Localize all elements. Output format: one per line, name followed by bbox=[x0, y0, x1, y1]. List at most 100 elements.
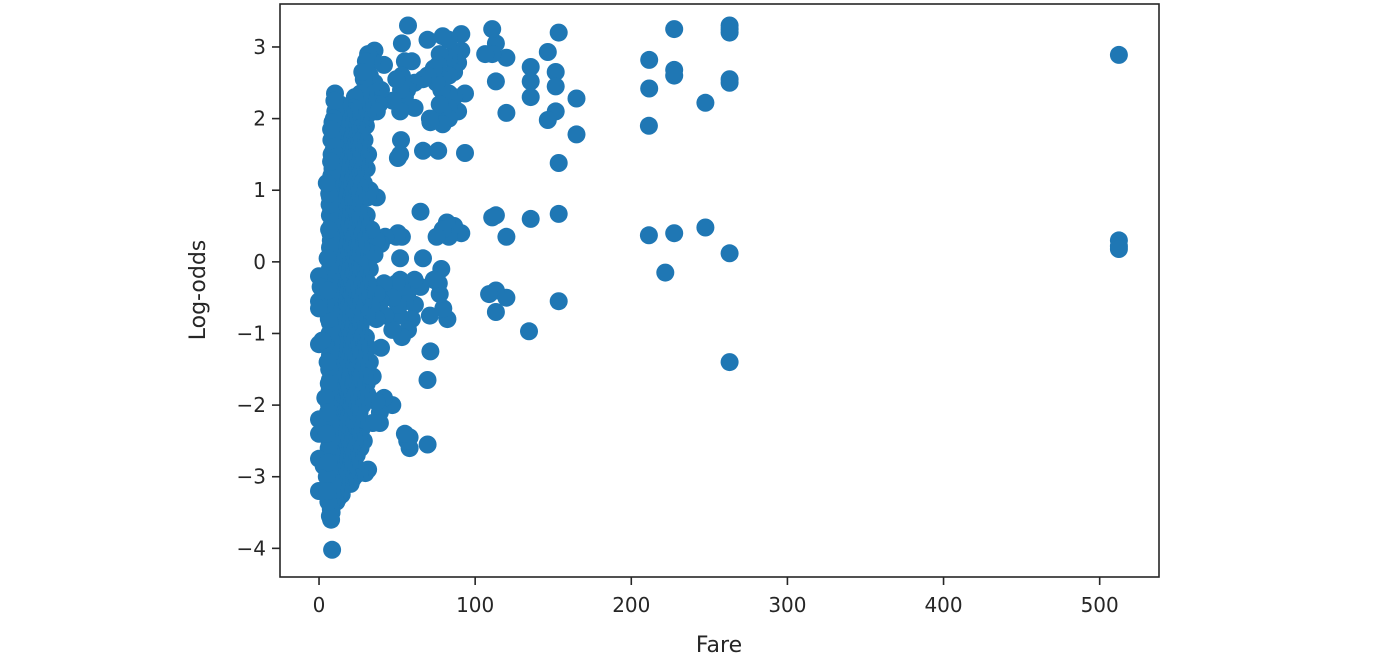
data-point bbox=[320, 507, 339, 526]
data-point bbox=[483, 20, 502, 39]
data-point bbox=[497, 103, 516, 122]
y-axis: −4 −3 −2 −1 0 1 2 3 bbox=[237, 35, 280, 560]
data-point bbox=[427, 227, 446, 246]
data-point bbox=[395, 52, 414, 71]
data-point bbox=[656, 263, 675, 282]
data-point bbox=[538, 111, 557, 129]
data-point bbox=[323, 540, 342, 559]
data-point bbox=[319, 374, 338, 393]
data-point bbox=[696, 218, 715, 237]
data-point bbox=[720, 244, 739, 263]
data-point bbox=[325, 91, 344, 110]
data-point bbox=[538, 43, 557, 61]
data-point bbox=[1109, 240, 1128, 258]
data-point bbox=[549, 204, 568, 223]
data-point bbox=[639, 226, 658, 245]
y-axis-label: Log-odds bbox=[186, 240, 211, 341]
data-point bbox=[395, 424, 414, 443]
data-point bbox=[418, 30, 437, 49]
x-tick-label: 300 bbox=[768, 593, 806, 617]
data-point bbox=[486, 303, 505, 321]
data-point bbox=[521, 72, 540, 91]
data-point bbox=[549, 23, 568, 42]
data-point bbox=[549, 292, 568, 311]
data-point bbox=[317, 174, 336, 193]
data-point bbox=[316, 388, 335, 407]
data-point bbox=[313, 331, 332, 350]
x-tick-label: 200 bbox=[612, 593, 650, 617]
data-point bbox=[640, 50, 659, 69]
data-point bbox=[420, 109, 439, 128]
data-point bbox=[521, 58, 540, 76]
data-point bbox=[421, 342, 440, 361]
data-point bbox=[319, 403, 338, 422]
data-point bbox=[434, 299, 453, 318]
y-tick-label: 2 bbox=[253, 107, 266, 131]
data-point bbox=[310, 299, 328, 318]
data-point bbox=[549, 154, 568, 172]
data-point bbox=[420, 306, 439, 325]
data-point bbox=[486, 72, 505, 91]
data-point bbox=[1109, 45, 1128, 64]
data-point bbox=[318, 353, 337, 372]
data-point bbox=[480, 285, 499, 304]
data-point bbox=[640, 79, 659, 98]
data-point bbox=[317, 467, 336, 486]
x-tick-label: 500 bbox=[1081, 593, 1119, 617]
points-layer bbox=[310, 16, 1128, 559]
data-point bbox=[456, 144, 474, 162]
data-point bbox=[388, 149, 407, 167]
data-point bbox=[720, 353, 739, 372]
y-tick-label: −2 bbox=[237, 393, 266, 417]
data-point bbox=[696, 93, 715, 112]
y-tick-label: −4 bbox=[237, 536, 266, 560]
x-axis: 0 100 200 300 400 500 bbox=[313, 577, 1119, 617]
y-tick-label: 0 bbox=[253, 250, 266, 274]
data-point bbox=[665, 224, 684, 243]
data-point bbox=[720, 23, 739, 42]
y-tick-label: −3 bbox=[237, 465, 266, 489]
data-point bbox=[521, 88, 540, 107]
x-tick-label: 100 bbox=[456, 593, 494, 617]
data-point bbox=[318, 482, 337, 500]
data-point bbox=[319, 453, 338, 472]
data-point bbox=[567, 125, 586, 144]
data-point bbox=[353, 63, 372, 81]
data-point bbox=[383, 320, 402, 339]
data-point bbox=[391, 249, 410, 268]
x-tick-label: 400 bbox=[924, 593, 962, 617]
data-point bbox=[322, 120, 341, 139]
data-point bbox=[399, 16, 417, 35]
data-point bbox=[476, 45, 495, 64]
data-point bbox=[639, 116, 658, 135]
data-point bbox=[483, 208, 502, 227]
x-axis-label: Fare bbox=[696, 633, 742, 658]
data-point bbox=[429, 141, 448, 160]
data-point bbox=[387, 274, 406, 293]
data-point bbox=[497, 48, 516, 67]
data-point bbox=[546, 63, 565, 81]
data-point bbox=[430, 95, 449, 114]
data-point bbox=[521, 209, 540, 228]
data-point bbox=[665, 20, 684, 39]
data-point bbox=[392, 131, 410, 150]
data-point bbox=[411, 202, 430, 221]
data-point bbox=[392, 34, 411, 53]
data-point bbox=[372, 338, 390, 357]
data-point bbox=[546, 77, 565, 96]
data-point bbox=[414, 141, 432, 160]
x-tick-label: 0 bbox=[313, 593, 326, 617]
data-point bbox=[318, 249, 337, 268]
data-point bbox=[414, 249, 432, 268]
data-point bbox=[319, 281, 338, 300]
data-point bbox=[433, 27, 452, 46]
data-point bbox=[520, 322, 538, 341]
data-point bbox=[665, 66, 684, 85]
data-point bbox=[317, 424, 336, 443]
data-point bbox=[418, 371, 437, 389]
y-tick-label: −1 bbox=[237, 321, 266, 345]
data-point bbox=[424, 270, 443, 289]
data-point bbox=[567, 89, 586, 108]
